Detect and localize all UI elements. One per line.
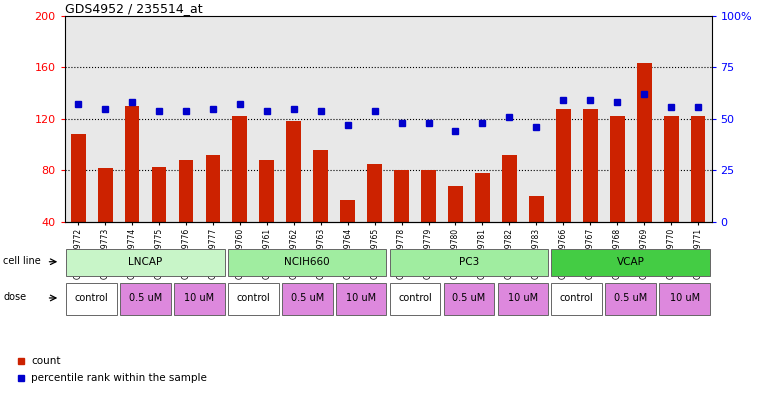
Bar: [552, 283, 602, 314]
Bar: [91, 16, 119, 222]
Text: 0.5 uM: 0.5 uM: [291, 293, 324, 303]
Text: NCIH660: NCIH660: [285, 257, 330, 267]
Bar: [66, 249, 224, 275]
Bar: [334, 16, 361, 222]
Bar: [658, 16, 685, 222]
Bar: [390, 249, 548, 275]
Bar: [119, 16, 145, 222]
Text: cell line: cell line: [3, 256, 41, 266]
Text: 10 uM: 10 uM: [346, 293, 376, 303]
Bar: [691, 116, 705, 222]
Bar: [174, 283, 224, 314]
Bar: [664, 116, 679, 222]
Bar: [685, 16, 712, 222]
Text: 0.5 uM: 0.5 uM: [129, 293, 162, 303]
Bar: [314, 150, 328, 222]
Bar: [637, 63, 651, 222]
Bar: [286, 121, 301, 222]
Bar: [282, 283, 333, 314]
Text: percentile rank within the sample: percentile rank within the sample: [31, 373, 207, 383]
Bar: [550, 16, 577, 222]
Bar: [227, 16, 253, 222]
Bar: [368, 164, 382, 222]
Bar: [631, 16, 658, 222]
Bar: [173, 16, 199, 222]
Bar: [448, 186, 463, 222]
Text: 10 uM: 10 uM: [184, 293, 215, 303]
Bar: [444, 283, 495, 314]
Bar: [603, 16, 631, 222]
Bar: [228, 249, 387, 275]
Bar: [502, 155, 517, 222]
Text: dose: dose: [3, 292, 27, 302]
Bar: [361, 16, 388, 222]
Bar: [605, 283, 656, 314]
Bar: [71, 134, 85, 222]
Bar: [280, 16, 307, 222]
Bar: [577, 16, 603, 222]
Bar: [659, 283, 710, 314]
Text: 0.5 uM: 0.5 uM: [614, 293, 648, 303]
Bar: [120, 283, 171, 314]
Bar: [556, 108, 571, 222]
Text: control: control: [398, 293, 432, 303]
Bar: [228, 283, 279, 314]
Bar: [145, 16, 173, 222]
Bar: [199, 16, 227, 222]
Bar: [179, 160, 193, 222]
Bar: [475, 173, 490, 222]
Bar: [340, 200, 355, 222]
Bar: [66, 283, 117, 314]
Bar: [388, 16, 415, 222]
Bar: [469, 16, 496, 222]
Bar: [205, 155, 221, 222]
Bar: [583, 108, 597, 222]
Text: 0.5 uM: 0.5 uM: [452, 293, 486, 303]
Bar: [498, 283, 548, 314]
Bar: [415, 16, 442, 222]
Bar: [394, 171, 409, 222]
Bar: [307, 16, 334, 222]
Text: control: control: [237, 293, 270, 303]
Bar: [125, 106, 139, 222]
Bar: [253, 16, 280, 222]
Text: 10 uM: 10 uM: [508, 293, 538, 303]
Text: LNCAP: LNCAP: [129, 257, 163, 267]
Text: control: control: [560, 293, 594, 303]
Bar: [97, 168, 113, 222]
Bar: [65, 16, 91, 222]
Bar: [610, 116, 625, 222]
Bar: [260, 160, 274, 222]
Bar: [336, 283, 387, 314]
Bar: [421, 171, 436, 222]
Bar: [232, 116, 247, 222]
Bar: [442, 16, 469, 222]
Text: PC3: PC3: [459, 257, 479, 267]
Bar: [523, 16, 550, 222]
Bar: [552, 249, 710, 275]
Bar: [390, 283, 441, 314]
Bar: [529, 196, 544, 222]
Text: 10 uM: 10 uM: [670, 293, 699, 303]
Text: VCAP: VCAP: [616, 257, 645, 267]
Bar: [151, 167, 167, 222]
Text: count: count: [31, 356, 61, 366]
Bar: [496, 16, 523, 222]
Text: GDS4952 / 235514_at: GDS4952 / 235514_at: [65, 2, 202, 15]
Text: control: control: [75, 293, 109, 303]
